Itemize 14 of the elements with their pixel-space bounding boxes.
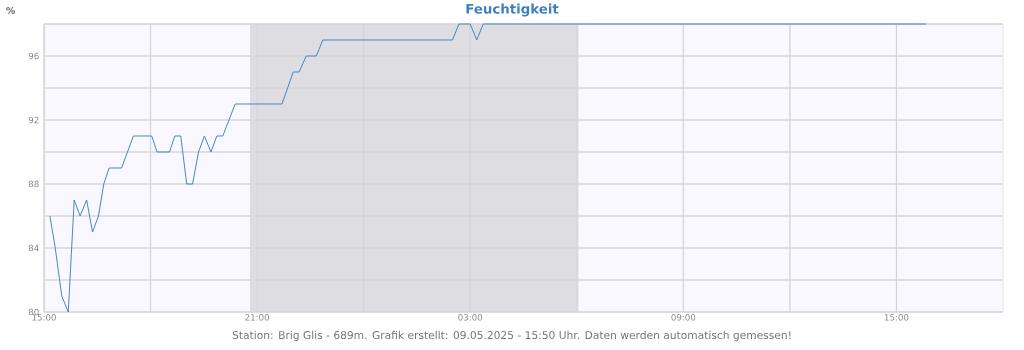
y-axis-title: % bbox=[6, 6, 15, 14]
y-tick-label: 96 bbox=[28, 52, 39, 60]
x-tick-label: 21:00 bbox=[245, 314, 270, 321]
y-tick-label: 92 bbox=[28, 116, 39, 124]
y-tick-label: 88 bbox=[28, 180, 39, 188]
y-tick-label: 84 bbox=[28, 244, 39, 252]
x-tick-label: 15:00 bbox=[32, 314, 56, 321]
x-tick-label: 15:00 bbox=[884, 314, 909, 321]
y-tick-label: 80 bbox=[28, 308, 39, 316]
chart-title: Feuchtigkeit bbox=[466, 3, 559, 17]
text: Station: Brig Glis - 689m. Grafik erstellt: 09.05.2025 - 15:50 Uhr. Daten werden automatisch gemessen! bbox=[232, 330, 791, 342]
x-tick-label: 09:00 bbox=[671, 314, 696, 321]
x-tick-label: 03:00 bbox=[458, 314, 483, 321]
line-series bbox=[49, 23, 927, 313]
